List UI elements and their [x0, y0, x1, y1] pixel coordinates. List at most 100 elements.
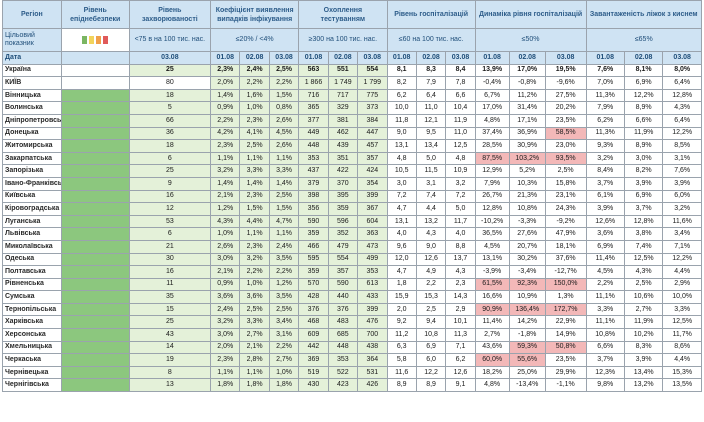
- incidence-cell: 9: [128, 176, 212, 191]
- oxygen-cell: 8,6%: [662, 340, 702, 355]
- oxygen-cell: 2,2%: [585, 277, 625, 292]
- testing-cell: 466: [298, 239, 329, 254]
- detection-cell: 2,3%: [239, 113, 270, 128]
- risk-level-cell: [60, 277, 130, 292]
- hosp-cell: 6,2: [386, 88, 417, 103]
- date-cell: 03.08: [445, 51, 476, 65]
- hosp-cell: 6,9: [415, 340, 447, 355]
- hosp-cell: 11,6: [386, 365, 417, 380]
- oxygen-cell: 6,1%: [585, 189, 625, 204]
- detection-cell: 2,0%: [210, 340, 241, 355]
- region-name: Одеська: [2, 252, 62, 267]
- testing-cell: 373: [357, 101, 388, 115]
- oxygen-cell: 11,6%: [662, 214, 702, 229]
- detection-cell: 2,4%: [210, 302, 241, 317]
- hosp-dyn-cell: -9,6%: [544, 76, 587, 90]
- date-cell: 02.08: [327, 51, 359, 65]
- oxygen-cell: 7,1%: [662, 239, 702, 254]
- testing-cell: 359: [298, 265, 329, 279]
- hosp-dyn-cell: 18,2%: [474, 365, 510, 380]
- detection-cell: 2,8%: [239, 353, 270, 367]
- oxygen-cell: 2,9%: [662, 277, 702, 292]
- hosp-dyn-cell: 18,1%: [544, 239, 587, 254]
- detection-cell: 2,3%: [210, 353, 241, 367]
- region-name: Харківська: [2, 315, 62, 330]
- testing-cell: 353: [357, 265, 388, 279]
- oxygen-cell: 6,9%: [623, 189, 664, 204]
- header-hosp-dynamics: Динаміка рівня госпіталізацій: [474, 0, 587, 29]
- oxygen-cell: 7,6%: [662, 164, 702, 178]
- incidence-cell: 53: [128, 214, 212, 229]
- detection-cell: 4,3%: [210, 214, 241, 229]
- hosp-dyn-cell: 7,9%: [474, 176, 510, 191]
- oxygen-cell: 10,0%: [662, 290, 702, 304]
- detection-cell: 4,1%: [239, 126, 270, 141]
- risk-level-cell: [60, 101, 130, 115]
- oxygen-cell: 8,0%: [662, 63, 702, 78]
- detection-cell: 2,6%: [268, 139, 300, 153]
- hosp-cell: 14,3: [445, 290, 476, 304]
- date-label: Дата: [2, 51, 62, 65]
- hosp-cell: 6,0: [415, 353, 447, 367]
- testing-cell: 399: [357, 189, 388, 204]
- detection-cell: 0,9%: [210, 277, 241, 292]
- date-incidence: 03.08: [128, 51, 212, 65]
- oxygen-cell: 11,3%: [585, 126, 625, 141]
- oxygen-cell: 12,8%: [623, 214, 664, 229]
- region-name: Чернівецька: [2, 365, 62, 380]
- risk-chip-orange: [96, 35, 102, 44]
- detection-cell: 1,1%: [239, 151, 270, 166]
- hosp-cell: 7,8: [445, 76, 476, 90]
- testing-cell: 716: [298, 88, 329, 103]
- testing-cell: 359: [327, 202, 359, 216]
- oxygen-cell: 3,9%: [662, 176, 702, 191]
- detection-cell: 1,4%: [210, 176, 241, 191]
- risk-level-cell: [60, 378, 130, 393]
- hosp-cell: 12,6: [445, 365, 476, 380]
- testing-cell: 329: [327, 101, 359, 115]
- oxygen-cell: 3,3%: [585, 302, 625, 317]
- hosp-cell: 7,2: [386, 189, 417, 204]
- hosp-dyn-cell: -12,7%: [544, 265, 587, 279]
- target-detection: ≤20% / <4%: [210, 28, 300, 52]
- testing-cell: 468: [298, 315, 329, 330]
- risk-level-cell: [60, 340, 130, 355]
- testing-cell: 440: [327, 290, 359, 304]
- detection-cell: 2,5%: [239, 139, 270, 153]
- testing-cell: 570: [298, 277, 329, 292]
- hosp-cell: 11,3: [445, 328, 476, 342]
- hosp-dyn-cell: 20,2%: [544, 101, 587, 115]
- hosp-cell: 2,5: [415, 302, 447, 317]
- hosp-dyn-cell: 37,6%: [544, 252, 587, 267]
- risk-level-cell: [60, 365, 130, 380]
- testing-cell: 381: [327, 113, 359, 128]
- hosp-cell: 7,1: [445, 340, 476, 355]
- detection-cell: 3,0%: [210, 328, 241, 342]
- detection-cell: 4,7%: [268, 214, 300, 229]
- hosp-cell: 11,0: [415, 101, 447, 115]
- detection-cell: 1,1%: [210, 365, 241, 380]
- hosp-cell: 11,5: [415, 164, 447, 178]
- incidence-cell: 6: [128, 151, 212, 166]
- testing-cell: 351: [327, 151, 359, 166]
- hosp-cell: 12,5: [445, 139, 476, 153]
- hosp-dyn-cell: 36,5%: [474, 227, 510, 241]
- hosp-dyn-cell: 15,8%: [544, 176, 587, 191]
- hosp-dyn-cell: 28,5%: [474, 139, 510, 153]
- testing-cell: 685: [327, 328, 359, 342]
- hosp-cell: 10,8: [415, 328, 447, 342]
- region-name: Україна: [2, 63, 62, 78]
- hosp-dyn-cell: 10,8%: [508, 202, 546, 216]
- hosp-dyn-cell: 30,2%: [508, 252, 546, 267]
- detection-cell: 1,0%: [268, 365, 300, 380]
- covid-region-table: Регіон Рівень епіднебезпеки Рівень захво…: [2, 0, 702, 393]
- header-hospitalization: Рівень госпіталізацій: [386, 0, 476, 29]
- risk-level-cell: [60, 315, 130, 330]
- risk-level-cell: [60, 265, 130, 279]
- hosp-dyn-cell: -0,8%: [508, 76, 546, 90]
- hosp-dyn-cell: 136,4%: [508, 302, 546, 317]
- risk-level-cell: [60, 113, 130, 128]
- region-name: Київська: [2, 189, 62, 204]
- incidence-cell: 36: [128, 126, 212, 141]
- testing-cell: 554: [357, 63, 388, 78]
